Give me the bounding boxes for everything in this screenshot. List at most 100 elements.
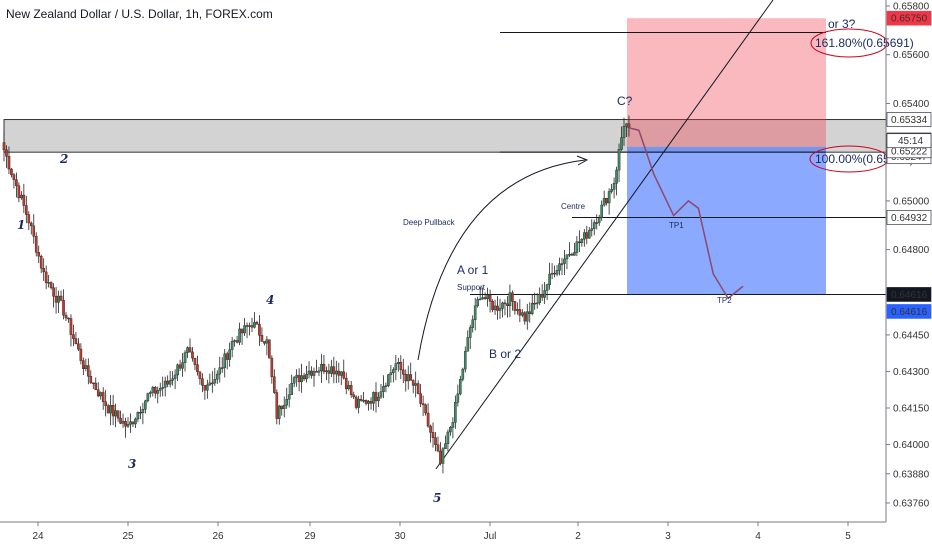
candle-body xyxy=(610,189,613,192)
candle-body xyxy=(32,225,36,237)
candle-body xyxy=(339,371,343,376)
candle-body xyxy=(461,368,465,380)
candle-body xyxy=(62,300,65,316)
candle-body xyxy=(421,403,425,405)
pullback-arrow xyxy=(417,159,586,361)
candle-body xyxy=(573,252,576,256)
candle-body xyxy=(374,392,378,402)
candle-body xyxy=(260,335,264,342)
price-tag xyxy=(886,10,932,26)
candle-body xyxy=(116,410,120,419)
candle-body xyxy=(307,370,311,375)
candle-body xyxy=(585,232,589,239)
candle-body xyxy=(476,299,479,307)
time-tick-label: 3 xyxy=(665,531,671,542)
candle-body xyxy=(47,282,50,284)
candle-body xyxy=(530,302,534,314)
candle-body xyxy=(501,302,504,309)
trend-line xyxy=(435,0,774,470)
candle-body xyxy=(335,370,338,375)
price-tick-label: 0.64300 xyxy=(893,367,930,378)
candle-body xyxy=(580,239,584,244)
candle-body xyxy=(2,142,6,151)
candle-body xyxy=(354,396,358,408)
candle-body xyxy=(394,363,398,370)
candle-body xyxy=(332,366,336,375)
candle-body xyxy=(617,149,621,171)
candle-body xyxy=(280,405,284,409)
candle-body xyxy=(64,314,68,319)
candle-body xyxy=(5,149,8,157)
candle-body xyxy=(622,126,626,138)
candle-body xyxy=(77,343,80,350)
candle-body xyxy=(12,174,16,180)
c-label: C? xyxy=(617,94,633,108)
candle-body xyxy=(523,312,527,322)
candle-body xyxy=(496,305,499,311)
candle-body xyxy=(235,340,239,343)
price-tag-label: 0.65222 xyxy=(891,146,928,157)
candle-body xyxy=(446,431,450,444)
wave-label-5: 5 xyxy=(433,491,441,505)
candle-body xyxy=(399,362,403,371)
candle-body xyxy=(121,421,125,424)
candle-body xyxy=(602,198,606,206)
candle-body xyxy=(10,168,13,175)
price-tag xyxy=(886,112,932,127)
candle-body xyxy=(369,400,373,404)
candle-body xyxy=(312,371,316,376)
candle-body xyxy=(39,255,43,269)
candle-body xyxy=(449,427,452,433)
candle-body xyxy=(213,379,217,384)
candle-body xyxy=(575,241,579,253)
candle-body xyxy=(506,303,509,307)
price-tag-label: 0.64616 xyxy=(891,307,928,318)
candle-body xyxy=(342,371,346,379)
candle-body xyxy=(592,222,596,229)
candle-body xyxy=(615,169,618,184)
price-tag xyxy=(886,210,932,225)
candle-body xyxy=(444,443,447,449)
candle-body xyxy=(503,302,507,305)
candle-body xyxy=(89,375,93,384)
candle-body xyxy=(188,347,192,353)
candle-body xyxy=(166,380,169,385)
candle-body xyxy=(22,194,26,206)
fib-161-label: 161.80%(0.65691) xyxy=(815,36,914,50)
candle-body xyxy=(52,287,55,297)
candle-body xyxy=(384,385,388,387)
candle-body xyxy=(59,295,63,301)
candle-body xyxy=(178,364,182,369)
candle-body xyxy=(275,392,279,419)
candle-body xyxy=(454,402,457,423)
candle-body xyxy=(570,253,574,256)
candle-body xyxy=(320,364,323,372)
candle-body xyxy=(67,317,70,320)
candle-body xyxy=(359,398,363,401)
candle-body xyxy=(181,362,184,369)
candle-body xyxy=(265,339,269,344)
candle-body xyxy=(419,393,422,404)
candle-body xyxy=(468,327,472,338)
candle-body xyxy=(44,271,48,283)
candle-body xyxy=(258,324,261,336)
candle-body xyxy=(141,409,145,413)
b-or-2-label: B or 2 xyxy=(489,347,521,361)
candle-body xyxy=(173,374,177,379)
candle-body xyxy=(344,377,348,389)
candle-body xyxy=(248,325,251,327)
candle-body xyxy=(486,294,489,299)
tp1-label: TP1 xyxy=(669,221,684,230)
candle-body xyxy=(483,297,487,299)
candle-body xyxy=(233,340,236,342)
support-label: Support xyxy=(457,283,486,292)
candles xyxy=(2,115,631,474)
candle-body xyxy=(508,292,512,307)
time-tick-label: 29 xyxy=(304,531,316,542)
price-tick-label: 0.65000 xyxy=(893,196,930,207)
wave-label-4: 4 xyxy=(266,293,274,307)
candle-body xyxy=(587,230,591,239)
candle-body xyxy=(57,295,60,303)
candle-body xyxy=(349,385,353,395)
